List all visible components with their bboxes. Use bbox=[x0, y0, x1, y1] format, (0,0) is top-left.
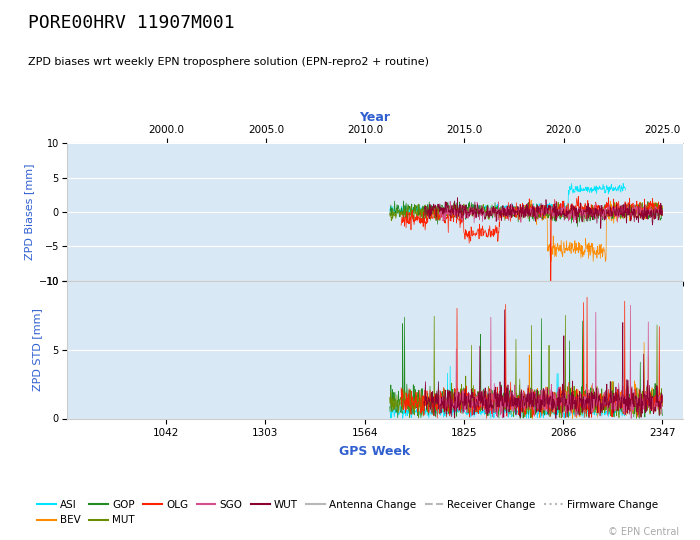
X-axis label: Year: Year bbox=[359, 111, 390, 124]
Text: © EPN Central: © EPN Central bbox=[608, 527, 679, 537]
Y-axis label: ZPD Biases [mm]: ZPD Biases [mm] bbox=[25, 164, 34, 260]
Legend: ASI, BEV, GOP, MUT, OLG, SGO, WUT, Antenna Change, Receiver Change, Firmware Cha: ASI, BEV, GOP, MUT, OLG, SGO, WUT, Anten… bbox=[33, 496, 662, 529]
X-axis label: GPS Week: GPS Week bbox=[339, 445, 410, 458]
Y-axis label: ZPD STD [mm]: ZPD STD [mm] bbox=[32, 308, 43, 391]
Text: PORE00HRV 11907M001: PORE00HRV 11907M001 bbox=[28, 14, 235, 31]
Text: ZPD biases wrt weekly EPN troposphere solution (EPN-repro2 + routine): ZPD biases wrt weekly EPN troposphere so… bbox=[28, 57, 429, 67]
